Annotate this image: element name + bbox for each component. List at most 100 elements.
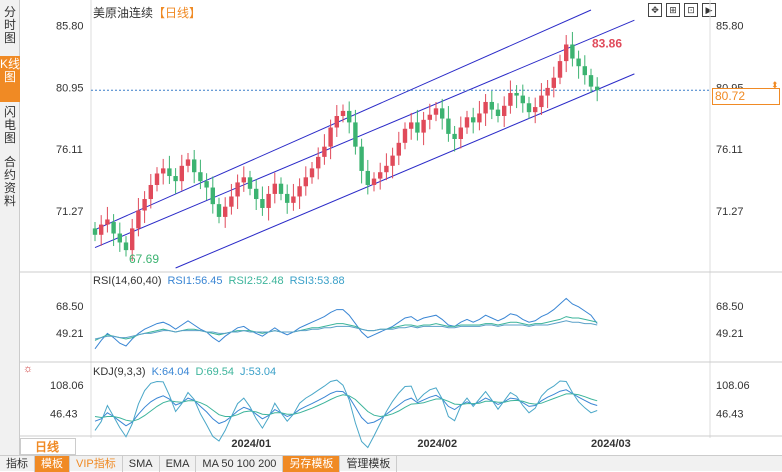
candle-body	[148, 184, 153, 200]
d-value: D:69.54	[195, 366, 235, 378]
tab-kline[interactable]: K线图	[0, 56, 20, 102]
ma-button[interactable]: MA 50 100 200	[196, 455, 284, 472]
kdj-legend: KDJ(9,3,3) K:64.04 D:69.54 J:53.04	[93, 366, 282, 378]
rsi2-value: RSI2:52.48	[228, 275, 284, 287]
tab-timeshare[interactable]: 分时图	[3, 5, 16, 45]
candle-body	[117, 233, 122, 243]
rsi3-value: RSI3:53.88	[289, 275, 345, 287]
candle-body	[446, 118, 451, 134]
fit-icon[interactable]: ⊡	[684, 3, 698, 17]
candle-body	[328, 127, 333, 147]
candle-body	[347, 110, 352, 123]
candle-body	[365, 170, 370, 185]
candle-body	[483, 101, 488, 114]
x-tick-label: 2024/03	[591, 438, 631, 450]
left-sidebar: 分时图 K线图 闪电图 合约资料	[0, 0, 20, 455]
candle-body	[272, 183, 277, 194]
candle-body	[545, 87, 550, 96]
play-icon[interactable]: ▶	[702, 3, 716, 17]
candle-body	[229, 196, 234, 207]
candle-body	[508, 93, 513, 106]
vip-indicator-button[interactable]: VIP指标	[70, 455, 123, 472]
candle-body	[514, 93, 519, 96]
sma-button[interactable]: SMA	[123, 455, 160, 472]
template-button[interactable]: 模板	[35, 455, 70, 472]
chart-title: 美原油连续【日线】	[93, 4, 201, 21]
bottom-toolbar: 指标 模板 VIP指标 SMA EMA MA 50 100 200 另存模板 管…	[0, 455, 782, 472]
tab-contract-info[interactable]: 合约资料	[3, 155, 16, 208]
candle-body	[378, 172, 383, 179]
move-icon[interactable]: ✥	[648, 3, 662, 17]
y-tick-right: 76.11	[716, 144, 743, 156]
candle-body	[353, 122, 358, 147]
x-tick-label: 2024/01	[231, 438, 271, 450]
candle-body	[477, 113, 482, 123]
kdj-line-j	[94, 379, 598, 449]
candle-body	[260, 199, 265, 208]
high-annotation: 83.86	[592, 36, 622, 50]
candle-body	[297, 186, 302, 197]
save-template-button[interactable]: 另存模板	[283, 455, 341, 472]
candle-body	[185, 159, 191, 166]
period-label: 【日线】	[153, 6, 202, 20]
candle-body	[303, 177, 308, 187]
kdj-line-k	[94, 389, 598, 427]
kdj-title: KDJ(9,3,3)	[93, 366, 146, 378]
candle-body	[502, 105, 507, 117]
candle-body	[154, 173, 160, 185]
j-value: J:53.04	[240, 366, 277, 378]
rsi-tick-left: 68.50	[56, 301, 84, 313]
candle-body	[570, 44, 575, 59]
y-tick-right: 71.27	[716, 206, 744, 218]
candle-body	[582, 66, 587, 76]
candle-body	[173, 176, 178, 182]
y-tick-left: 71.27	[56, 206, 84, 218]
candle-body	[340, 110, 346, 117]
rsi-tick-left: 49.21	[56, 328, 84, 340]
candle-body	[595, 86, 600, 91]
channel-line-middle	[94, 19, 635, 249]
manage-template-button[interactable]: 管理模板	[340, 455, 398, 472]
candle-body	[452, 133, 457, 139]
ema-button[interactable]: EMA	[160, 455, 197, 472]
price-expand-icon[interactable]: ⬍	[771, 80, 779, 90]
y-tick-left: 80.95	[56, 82, 84, 94]
candle-body	[210, 187, 215, 205]
settings-sun-icon[interactable]: ☼	[23, 363, 34, 375]
candle-body	[322, 146, 327, 157]
candle-body	[142, 199, 147, 211]
candle-body	[247, 177, 253, 189]
candle-body	[489, 101, 494, 110]
tab-lightning[interactable]: 闪电图	[3, 105, 16, 145]
candle-body	[539, 95, 544, 108]
candle-body	[564, 44, 569, 62]
candle-body	[204, 181, 209, 188]
rsi-line-rsi2	[94, 316, 598, 341]
candle-body	[167, 168, 172, 177]
candle-body	[396, 142, 401, 156]
candle-body	[235, 182, 240, 197]
period-tab-daily[interactable]: 日线	[20, 438, 76, 455]
kdj-line-d	[94, 393, 598, 422]
candle-body	[123, 242, 129, 251]
rsi-title: RSI(14,60,40)	[93, 275, 162, 287]
candle-body	[371, 178, 377, 185]
candle-body	[533, 107, 538, 113]
zoom-in-icon[interactable]: ⊞	[666, 3, 680, 17]
candle-body	[111, 222, 116, 234]
candle-body	[551, 77, 556, 88]
candle-body	[440, 108, 445, 119]
candle-body	[136, 210, 141, 229]
candle-body	[99, 224, 104, 235]
candle-body	[105, 219, 110, 225]
k-value: K:64.04	[151, 366, 190, 378]
kdj-tick-right: 46.43	[716, 409, 744, 421]
candle-body	[384, 165, 389, 173]
indicator-button[interactable]: 指标	[0, 455, 35, 472]
rsi1-value: RSI1:56.45	[167, 275, 223, 287]
candle-body	[198, 172, 203, 182]
candle-body	[92, 228, 98, 235]
candle-body	[161, 168, 166, 174]
candle-body	[390, 155, 395, 166]
